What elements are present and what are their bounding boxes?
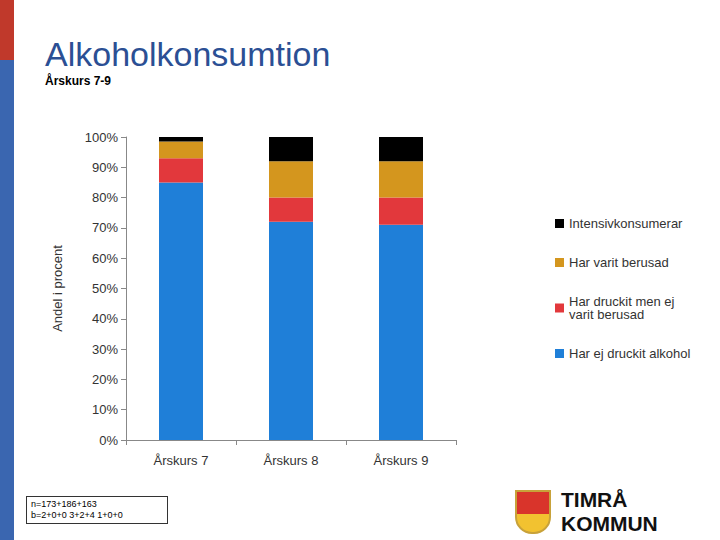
html-text:n=173+186+163: n=173+186+163	[31, 499, 97, 509]
svg-text:Årskurs 8: Årskurs 8	[264, 453, 319, 468]
svg-text:varit berusad: varit berusad	[569, 307, 644, 322]
svg-text:Har druckit men ej: Har druckit men ej	[569, 294, 679, 309]
svg-text:Har ej druckit alkohol: Har ej druckit alkohol	[569, 346, 690, 361]
svg-text:Andel i procent: Andel i procent	[50, 245, 65, 332]
svg-text:Årskurs 7-9: Årskurs 7-9	[45, 73, 111, 88]
svg-text:Har varit berusad: Har varit berusad	[569, 255, 669, 270]
svg-text:80%: 80%	[92, 190, 118, 205]
html-text:b=2+0+0 3+2+4 1+0+0: b=2+0+0 3+2+4 1+0+0	[31, 510, 123, 520]
svg-text:Intensivkonsumerar: Intensivkonsumerar	[569, 216, 683, 231]
svg-text:Alkoholkonsumtion: Alkoholkonsumtion	[45, 35, 330, 73]
svg-text:Årskurs 7: Årskurs 7	[154, 453, 209, 468]
svg-text:0%: 0%	[99, 433, 118, 448]
svg-text:60%: 60%	[92, 251, 118, 266]
svg-text:20%: 20%	[92, 372, 118, 387]
svg-text:30%: 30%	[92, 342, 118, 357]
html-text:TIMRÅ KOMMUN: TIMRÅ KOMMUN	[561, 488, 658, 535]
svg-text:70%: 70%	[92, 220, 118, 235]
svg-text:10%: 10%	[92, 402, 118, 417]
svg-text:40%: 40%	[92, 311, 118, 326]
svg-text:50%: 50%	[92, 281, 118, 296]
svg-text:Årskurs 9: Årskurs 9	[374, 453, 429, 468]
svg-text:100%: 100%	[85, 130, 119, 145]
svg-text:90%: 90%	[92, 160, 118, 175]
